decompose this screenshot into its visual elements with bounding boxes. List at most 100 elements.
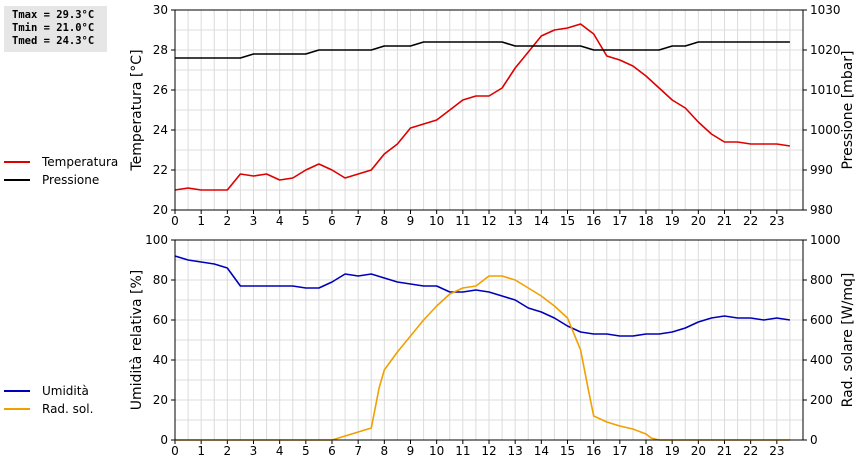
legend-swatch-rad-sol xyxy=(4,408,30,410)
top-x-tick-label: 0 xyxy=(171,214,179,228)
bottom-x-tick-label: 4 xyxy=(276,444,284,458)
bottom-x-tick-label: 12 xyxy=(481,444,496,458)
bottom-y2-tick-label: 200 xyxy=(810,393,833,407)
legend-item-pressione: Pressione xyxy=(4,171,118,189)
legend-top: Temperatura Pressione xyxy=(4,153,118,189)
top-x-tick-label: 5 xyxy=(302,214,310,228)
legend-item-rad-sol: Rad. sol. xyxy=(4,400,93,418)
bottom-x-tick-label: 6 xyxy=(328,444,336,458)
bottom-x-tick-label: 15 xyxy=(560,444,575,458)
top-y-tick-label: 30 xyxy=(153,3,168,17)
top-y2-tick-label: 990 xyxy=(810,163,833,177)
top-x-tick-label: 18 xyxy=(638,214,653,228)
bottom-x-tick-label: 23 xyxy=(769,444,784,458)
bottom-y-tick-label: 20 xyxy=(153,393,168,407)
bottom-x-tick-label: 13 xyxy=(508,444,523,458)
top-y-tick-label: 28 xyxy=(153,43,168,57)
top-x-tick-label: 9 xyxy=(407,214,415,228)
top-x-tick-label: 22 xyxy=(743,214,758,228)
top-y-tick-label: 20 xyxy=(153,203,168,217)
bottom-y-axis-label: Umidità relativa [%] xyxy=(129,270,145,411)
top-x-tick-label: 17 xyxy=(612,214,627,228)
legend-swatch-temperatura xyxy=(4,161,30,163)
top-y-tick-label: 24 xyxy=(153,123,168,137)
top-y2-axis-label: Pressione [mbar] xyxy=(840,50,856,169)
bottom-series-0-line xyxy=(174,255,791,337)
top-x-tick-label: 6 xyxy=(328,214,336,228)
legend-label-umidita: Umidità xyxy=(42,384,89,398)
bottom-x-tick-label: 14 xyxy=(534,444,549,458)
bottom-y2-tick-label: 600 xyxy=(810,313,833,327)
top-series-0-line xyxy=(174,23,791,191)
bottom-x-tick-label: 2 xyxy=(224,444,232,458)
top-y-axis-label: Temperatura [°C] xyxy=(129,49,145,171)
legend-label-rad-sol: Rad. sol. xyxy=(42,402,94,416)
bottom-x-tick-label: 8 xyxy=(381,444,389,458)
top-plot-frame xyxy=(174,9,804,211)
top-y-tick-label: 26 xyxy=(153,83,168,97)
legend-item-temperatura: Temperatura xyxy=(4,153,118,171)
top-x-tick-label: 21 xyxy=(717,214,732,228)
legend-label-pressione: Pressione xyxy=(42,173,100,187)
top-y-tick-label: 22 xyxy=(153,163,168,177)
bottom-y2-tick-label: 400 xyxy=(810,353,833,367)
bottom-y2-tick-label: 800 xyxy=(810,273,833,287)
bottom-x-tick-label: 22 xyxy=(743,444,758,458)
top-x-tick-label: 4 xyxy=(276,214,284,228)
top-series-1-line xyxy=(175,41,790,59)
bottom-plot-frame xyxy=(174,239,804,441)
bottom-y2-axis-label: Rad. solare [W/mq] xyxy=(840,273,856,408)
bottom-x-tick-label: 7 xyxy=(354,444,362,458)
bottom-y2-tick-label: 0 xyxy=(810,433,818,447)
legend-swatch-pressione xyxy=(4,179,30,181)
bottom-x-tick-label: 20 xyxy=(691,444,706,458)
legend-item-umidita: Umidità xyxy=(4,382,93,400)
top-y2-tick-label: 1000 xyxy=(810,123,841,137)
bottom-y-tick-label: 80 xyxy=(153,273,168,287)
bottom-x-tick-label: 3 xyxy=(250,444,258,458)
bottom-y-tick-label: 100 xyxy=(145,233,168,247)
top-x-tick-label: 14 xyxy=(534,214,549,228)
top-y2-tick-label: 980 xyxy=(810,203,833,217)
top-x-tick-label: 16 xyxy=(586,214,601,228)
top-x-tick-label: 12 xyxy=(481,214,496,228)
bottom-x-tick-label: 11 xyxy=(455,444,470,458)
legend-label-temperatura: Temperatura xyxy=(42,155,119,169)
tmin-text: Tmin = 21.0°C xyxy=(12,22,95,34)
top-x-tick-label: 20 xyxy=(691,214,706,228)
bottom-x-tick-label: 17 xyxy=(612,444,627,458)
bottom-series-1-line xyxy=(175,275,790,441)
top-x-tick-label: 8 xyxy=(381,214,389,228)
bottom-x-tick-label: 10 xyxy=(429,444,444,458)
bottom-x-tick-label: 1 xyxy=(197,444,205,458)
bottom-x-tick-label: 5 xyxy=(302,444,310,458)
top-x-tick-label: 23 xyxy=(769,214,784,228)
bottom-y-tick-label: 0 xyxy=(160,433,168,447)
bottom-x-tick-label: 16 xyxy=(586,444,601,458)
legend-swatch-umidita xyxy=(4,390,30,392)
bottom-x-tick-label: 9 xyxy=(407,444,415,458)
bottom-y2-tick-label: 1000 xyxy=(810,233,841,247)
top-x-tick-label: 3 xyxy=(250,214,258,228)
bottom-x-tick-label: 0 xyxy=(171,444,179,458)
top-x-tick-label: 19 xyxy=(665,214,680,228)
top-x-tick-label: 11 xyxy=(455,214,470,228)
bottom-x-tick-label: 21 xyxy=(717,444,732,458)
bottom-y-tick-label: 40 xyxy=(153,353,168,367)
top-y2-tick-label: 1020 xyxy=(810,43,841,57)
top-x-tick-label: 10 xyxy=(429,214,444,228)
stats-box: Tmax = 29.3°C Tmin = 21.0°C Tmed = 24.3°… xyxy=(4,6,107,52)
top-y2-tick-label: 1030 xyxy=(810,3,841,17)
tmax-text: Tmax = 29.3°C xyxy=(12,9,95,21)
top-x-tick-label: 13 xyxy=(508,214,523,228)
tmed-text: Tmed = 24.3°C xyxy=(12,35,95,47)
top-x-tick-label: 7 xyxy=(354,214,362,228)
top-x-tick-label: 2 xyxy=(224,214,232,228)
top-x-tick-label: 1 xyxy=(197,214,205,228)
top-x-tick-label: 15 xyxy=(560,214,575,228)
bottom-x-tick-label: 18 xyxy=(638,444,653,458)
top-y2-tick-label: 1010 xyxy=(810,83,841,97)
bottom-x-tick-label: 19 xyxy=(665,444,680,458)
bottom-y-tick-label: 60 xyxy=(153,313,168,327)
